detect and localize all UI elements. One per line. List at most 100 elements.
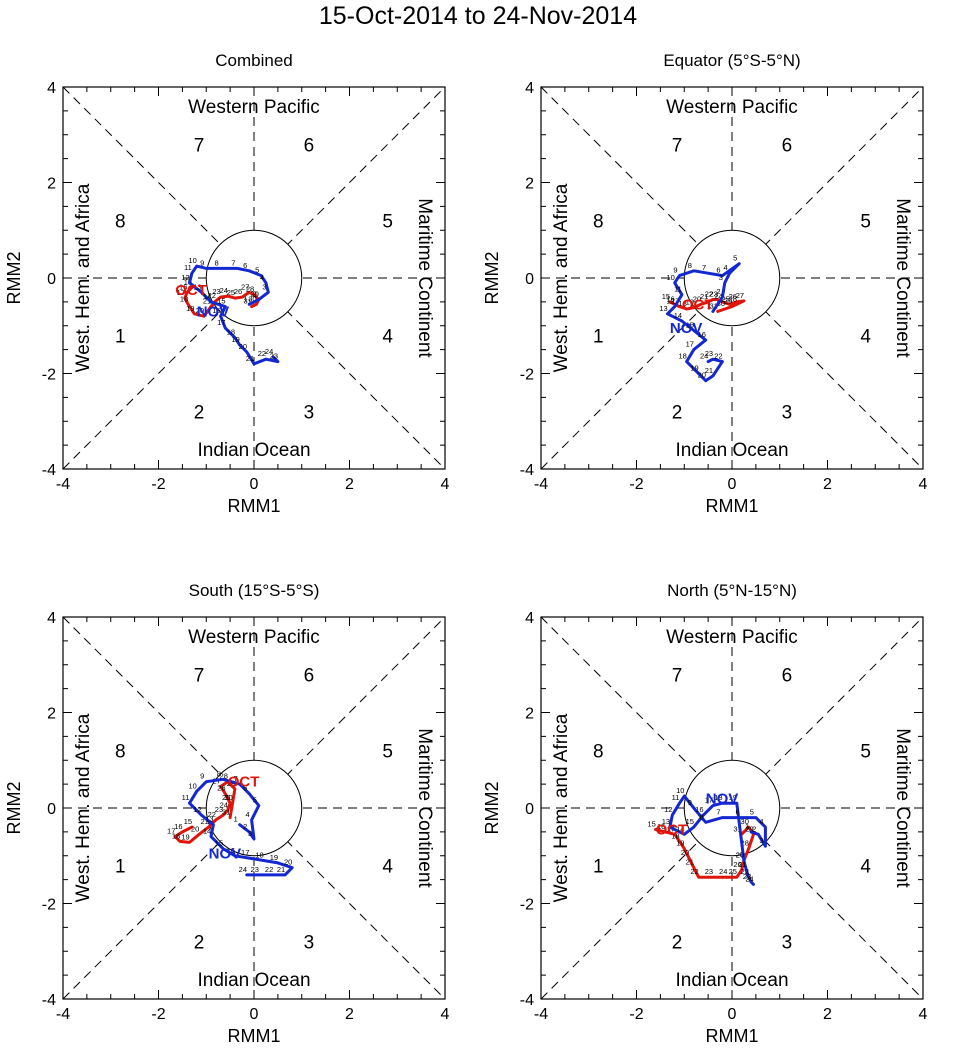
x-tick-label: 4 — [441, 476, 450, 493]
y-tick-label: 2 — [47, 176, 56, 193]
day-label: 20 — [693, 294, 701, 303]
region-label-western-pacific: Western Pacific — [666, 627, 798, 648]
x-tick-label: 2 — [345, 476, 354, 493]
phase-label: 3 — [304, 403, 315, 424]
region-label-west-hem-africa: West. Hem. and Africa — [551, 183, 572, 372]
day-label: 2 — [253, 289, 257, 298]
x-tick-label: 0 — [250, 1006, 259, 1023]
day-label: 11 — [674, 285, 682, 294]
day-label: 19 — [686, 298, 694, 307]
day-label: 22 — [690, 867, 698, 876]
day-label: 24 — [239, 865, 247, 874]
phase-label: 5 — [860, 212, 871, 233]
region-label-indian-ocean: Indian Ocean — [675, 970, 788, 991]
x-tick-label: -4 — [56, 1006, 70, 1023]
region-label-western-pacific: Western Pacific — [188, 97, 320, 118]
day-label: 12 — [193, 805, 201, 814]
x-tick-label: -2 — [151, 476, 165, 493]
day-label: 17 — [177, 288, 185, 297]
day-label: 3 — [759, 836, 763, 845]
day-label: 21 — [277, 865, 285, 874]
day-label: 4 — [246, 810, 250, 819]
phase-label: 7 — [672, 135, 683, 156]
day-label: 26 — [733, 860, 741, 869]
day-label: 21 — [200, 817, 208, 826]
y-tick-label: -4 — [520, 992, 534, 1009]
day-label: 23 — [212, 287, 220, 296]
day-label: 11 — [184, 263, 192, 272]
x-axis-label: RMM1 — [228, 1026, 281, 1046]
series-line-oct — [654, 825, 755, 879]
day-label: 4 — [724, 263, 728, 272]
day-label: 23 — [215, 805, 223, 814]
day-label: 10 — [667, 273, 675, 282]
day-label: 20 — [196, 306, 204, 315]
phase-label: 8 — [115, 742, 126, 763]
day-label: 20 — [736, 851, 744, 860]
day-label: 6 — [243, 261, 247, 270]
day-label: 3 — [262, 282, 266, 291]
day-label: 18 — [678, 299, 686, 308]
day-label: 7 — [702, 263, 706, 272]
day-label: 22 — [714, 352, 722, 361]
day-label: 21 — [705, 366, 713, 375]
phase-label: 6 — [782, 135, 793, 156]
phase-label: 6 — [304, 135, 315, 156]
day-label: 29 — [251, 289, 259, 298]
phase-label: 4 — [382, 326, 393, 347]
day-label: 15 — [686, 321, 694, 330]
day-label: 8 — [214, 258, 218, 267]
region-label-indian-ocean: Indian Ocean — [675, 440, 788, 461]
series-line-nov — [666, 262, 741, 383]
panel-title: Equator (5°S-5°N) — [663, 51, 800, 70]
unit-circle — [205, 229, 303, 327]
y-tick-label: 0 — [525, 801, 534, 818]
month-label-nov: NOV — [706, 790, 739, 807]
y-tick-label: -2 — [520, 897, 534, 914]
day-label: 30 — [741, 817, 749, 826]
day-label: 16 — [174, 822, 182, 831]
x-tick-label: 2 — [823, 1006, 832, 1023]
day-label: 21 — [686, 858, 694, 867]
day-label: 1 — [243, 294, 247, 303]
day-label: 15 — [686, 817, 694, 826]
y-axis-label: RMM2 — [4, 782, 24, 835]
day-label: 19 — [232, 335, 240, 344]
day-label: 23 — [270, 352, 278, 361]
day-label: 7 — [231, 258, 235, 267]
day-label: 18 — [714, 793, 722, 802]
x-tick-label: -4 — [534, 476, 548, 493]
phase-label: 8 — [115, 212, 126, 233]
phase-label: 4 — [382, 856, 393, 877]
y-tick-label: 0 — [47, 271, 56, 288]
x-tick-label: 2 — [823, 476, 832, 493]
day-label: 4 — [759, 817, 763, 826]
day-label: 21 — [203, 297, 211, 306]
day-label: 28 — [220, 772, 228, 781]
day-label: 16 — [227, 846, 235, 855]
day-label: 12 — [664, 805, 672, 814]
day-label: 18 — [255, 851, 263, 860]
y-tick-label: -4 — [520, 462, 534, 479]
figure-title: 15-Oct-2014 to 24-Nov-2014 — [318, 2, 638, 30]
phase-label: 1 — [593, 856, 604, 877]
day-label: 5 — [733, 254, 737, 263]
day-label: 4 — [260, 273, 264, 282]
unit-circle — [683, 759, 781, 857]
day-label: 28 — [741, 839, 749, 848]
day-label: 22 — [258, 349, 266, 358]
day-label: 17 — [167, 827, 175, 836]
panel-north: North (5°N-15°N)-4-4-2-2002244RMM1RMM2We… — [482, 581, 928, 1046]
day-label: 19 — [270, 853, 278, 862]
phase-label: 4 — [860, 856, 871, 877]
region-label-indian-ocean: Indian Ocean — [197, 440, 310, 461]
day-label: 17 — [241, 848, 249, 857]
y-tick-label: 2 — [47, 706, 56, 723]
day-label: 16 — [212, 306, 220, 315]
month-label-oct: OCT — [682, 296, 714, 313]
day-label: 5 — [253, 796, 257, 805]
day-label: 1 — [745, 822, 749, 831]
day-label: 25 — [721, 294, 729, 303]
day-label: 22 — [265, 865, 273, 874]
day-label: 31 — [222, 808, 230, 817]
